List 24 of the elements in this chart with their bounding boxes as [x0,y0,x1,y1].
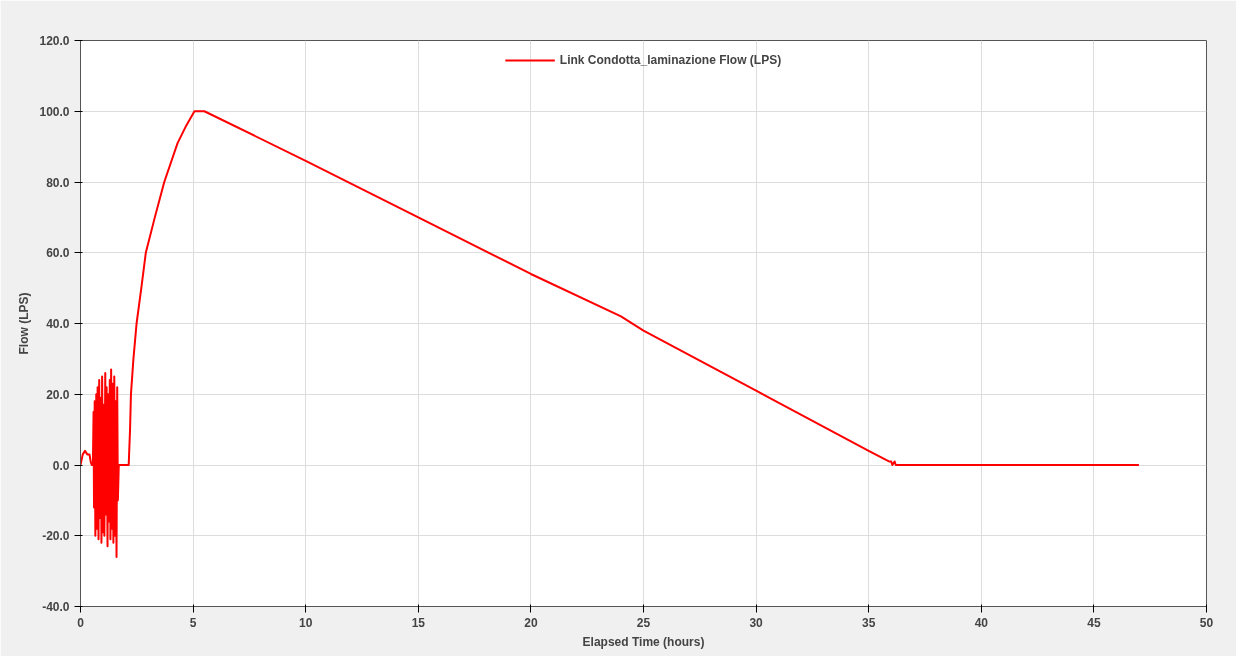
y-tick-label: 20.0 [46,387,70,402]
x-tick-label: 50 [1199,615,1214,630]
y-tick-label: 80.0 [46,175,70,190]
y-tick-label: -20.0 [42,529,70,544]
x-tick-label: 30 [749,615,764,630]
x-tick-label: 45 [1087,615,1101,630]
line-series [80,110,1140,558]
y-tick-label: -40.0 [42,600,70,614]
y-tick-label: 120.0 [39,34,70,48]
x-tick-label: 15 [411,615,426,630]
y-tick-label: 40.0 [46,317,70,331]
x-tick-label: 35 [862,615,876,630]
y-axis-title: Flow (LPS) [17,292,32,355]
x-tick-label: 40 [974,615,989,630]
x-tick-label: 20 [524,615,538,630]
y-tick-label: 100.0 [39,104,70,119]
x-axis-title: Elapsed Time (hours) [582,634,705,649]
x-tick-label: 10 [299,615,313,630]
x-tick-label: 5 [189,615,197,630]
x-tick-label: 0 [77,615,85,630]
legend-label: Link Condotta_laminazione Flow (LPS) [559,53,782,67]
y-tick-label: 60.0 [46,246,70,261]
x-tick-label: 25 [636,615,651,630]
y-tick-label: 0.0 [52,458,70,473]
